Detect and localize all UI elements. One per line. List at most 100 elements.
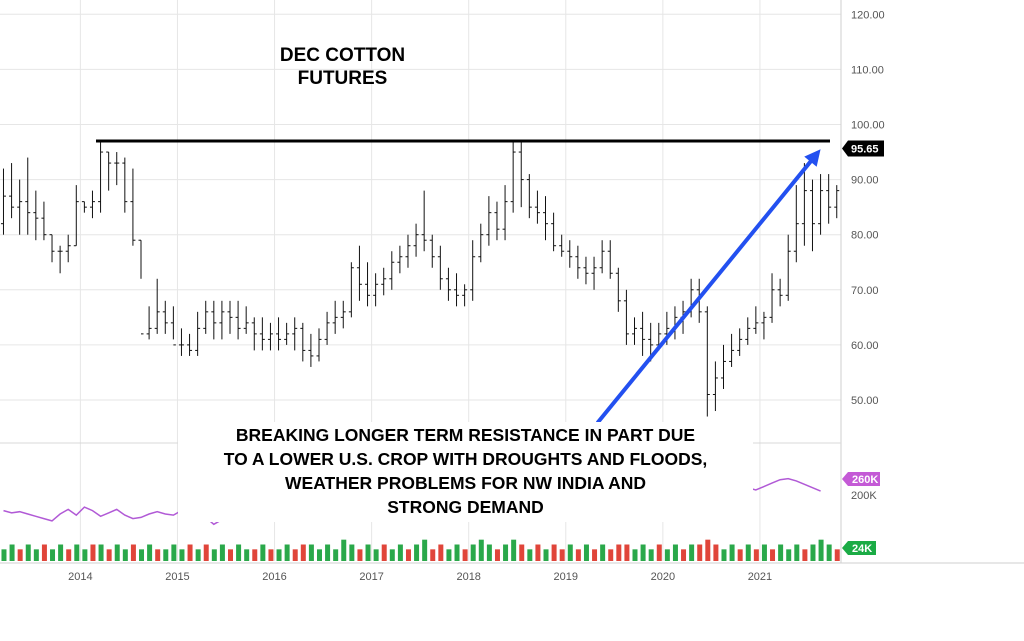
x-tick-label: 2015: [165, 571, 189, 583]
price-bar: [704, 306, 710, 417]
volume-bar: [689, 544, 695, 561]
volume-bar: [583, 544, 589, 561]
last-price-badge-label: 95.65: [851, 143, 879, 155]
chart-title: DEC COTTON FUTURES: [250, 44, 435, 90]
price-bar: [445, 267, 451, 301]
volume-bar: [17, 549, 23, 561]
price-bar: [551, 212, 557, 252]
volume-bar: [503, 544, 509, 561]
price-bar: [632, 317, 637, 345]
volume-bar: [478, 539, 484, 561]
volume-bar: [74, 544, 80, 561]
x-tick-label: 2017: [359, 571, 383, 583]
volume-badge: 24K: [842, 541, 876, 555]
volume-bar: [228, 549, 233, 561]
volume-bar: [826, 544, 832, 561]
price-bar: [235, 300, 241, 340]
y-tick-label: 110.00: [851, 64, 884, 76]
x-tick-label: 2020: [651, 571, 675, 583]
price-bar: [9, 163, 15, 219]
price-bar: [437, 245, 443, 290]
y-tick-label: 80.00: [851, 230, 879, 242]
y-tick-label: 90.00: [851, 175, 879, 187]
price-bar: [785, 234, 791, 301]
volume-bar: [486, 544, 492, 561]
volume-bar: [551, 544, 557, 561]
price-bar: [623, 289, 629, 345]
price-bar: [421, 190, 427, 252]
volume-bar: [308, 544, 314, 561]
price-bar: [65, 234, 71, 263]
price-bar: [413, 223, 419, 257]
volume-bar: [219, 544, 225, 561]
volume-panel: [1, 539, 840, 561]
price-bar: [365, 262, 371, 307]
annotation: BREAKING LONGER TERM RESISTANCE IN PART …: [178, 422, 753, 522]
volume-bar: [155, 549, 161, 561]
price-bar: [640, 311, 646, 356]
volume-bar: [66, 549, 72, 561]
volume-bar: [139, 549, 145, 561]
last-price-badge: 95.65: [842, 140, 884, 157]
volume-bar: [58, 544, 64, 561]
y-tick-label: 120.00: [851, 9, 885, 21]
annotation-line-2: TO A LOWER U.S. CROP WITH DROUGHTS AND F…: [223, 449, 708, 469]
price-bar: [292, 317, 298, 351]
volume-bar: [260, 544, 266, 561]
chart-title-line-1: DEC COTTON: [279, 45, 406, 66]
x-tick-label: 2016: [262, 571, 286, 583]
volume-bar: [41, 544, 47, 561]
volume-bar: [50, 549, 56, 561]
x-tick-label: 2018: [456, 571, 480, 583]
price-bar: [745, 317, 751, 345]
volume-bar: [567, 544, 573, 561]
volume-bar: [389, 549, 395, 561]
volume-bar: [381, 544, 387, 561]
oi-tick-label: 200K: [851, 490, 877, 502]
price-bar: [81, 201, 87, 213]
price-bar: [543, 196, 549, 241]
price-bar: [195, 311, 201, 356]
price-bar: [243, 306, 249, 334]
price-bars: [0, 141, 840, 417]
volume-bar: [236, 544, 242, 561]
price-bar: [834, 185, 840, 219]
volume-bar: [608, 549, 614, 561]
volume-bar: [292, 549, 298, 561]
oi-badge-label: 260K: [852, 474, 878, 486]
volume-bar: [511, 539, 517, 561]
price-bar: [729, 333, 735, 367]
oi-badge-shape: [842, 472, 880, 486]
volume-bar: [284, 544, 290, 561]
volume-bar: [592, 549, 598, 561]
volume-bar: [462, 549, 468, 561]
price-bar: [251, 317, 257, 351]
price-bar: [348, 262, 354, 318]
price-bar: [712, 361, 718, 412]
volume-bar: [397, 544, 403, 561]
price-bar: [340, 300, 346, 329]
price-bar: [49, 234, 55, 263]
volume-bar: [640, 544, 646, 561]
volume-bar: [519, 544, 525, 561]
price-bar: [777, 278, 783, 307]
volume-bar: [656, 544, 662, 561]
volume-bar: [705, 539, 711, 561]
volume-bar: [349, 544, 355, 561]
volume-bar: [422, 539, 428, 561]
price-bar: [599, 240, 605, 274]
trend-arrow-head: [804, 149, 821, 167]
volume-bar: [268, 549, 274, 561]
volume-bar: [163, 549, 169, 561]
volume-bar: [147, 544, 153, 561]
volume-bar: [365, 544, 371, 561]
volume-bar: [672, 544, 678, 561]
volume-bar: [616, 544, 622, 561]
annotation-line-3: WEATHER PROBLEMS FOR NW INDIA AND: [285, 473, 646, 493]
price-bar: [114, 152, 120, 186]
price-bar: [486, 196, 492, 246]
volume-bar: [786, 549, 792, 561]
price-bar: [276, 317, 282, 351]
price-bar: [826, 174, 832, 224]
volume-bar: [778, 544, 784, 561]
